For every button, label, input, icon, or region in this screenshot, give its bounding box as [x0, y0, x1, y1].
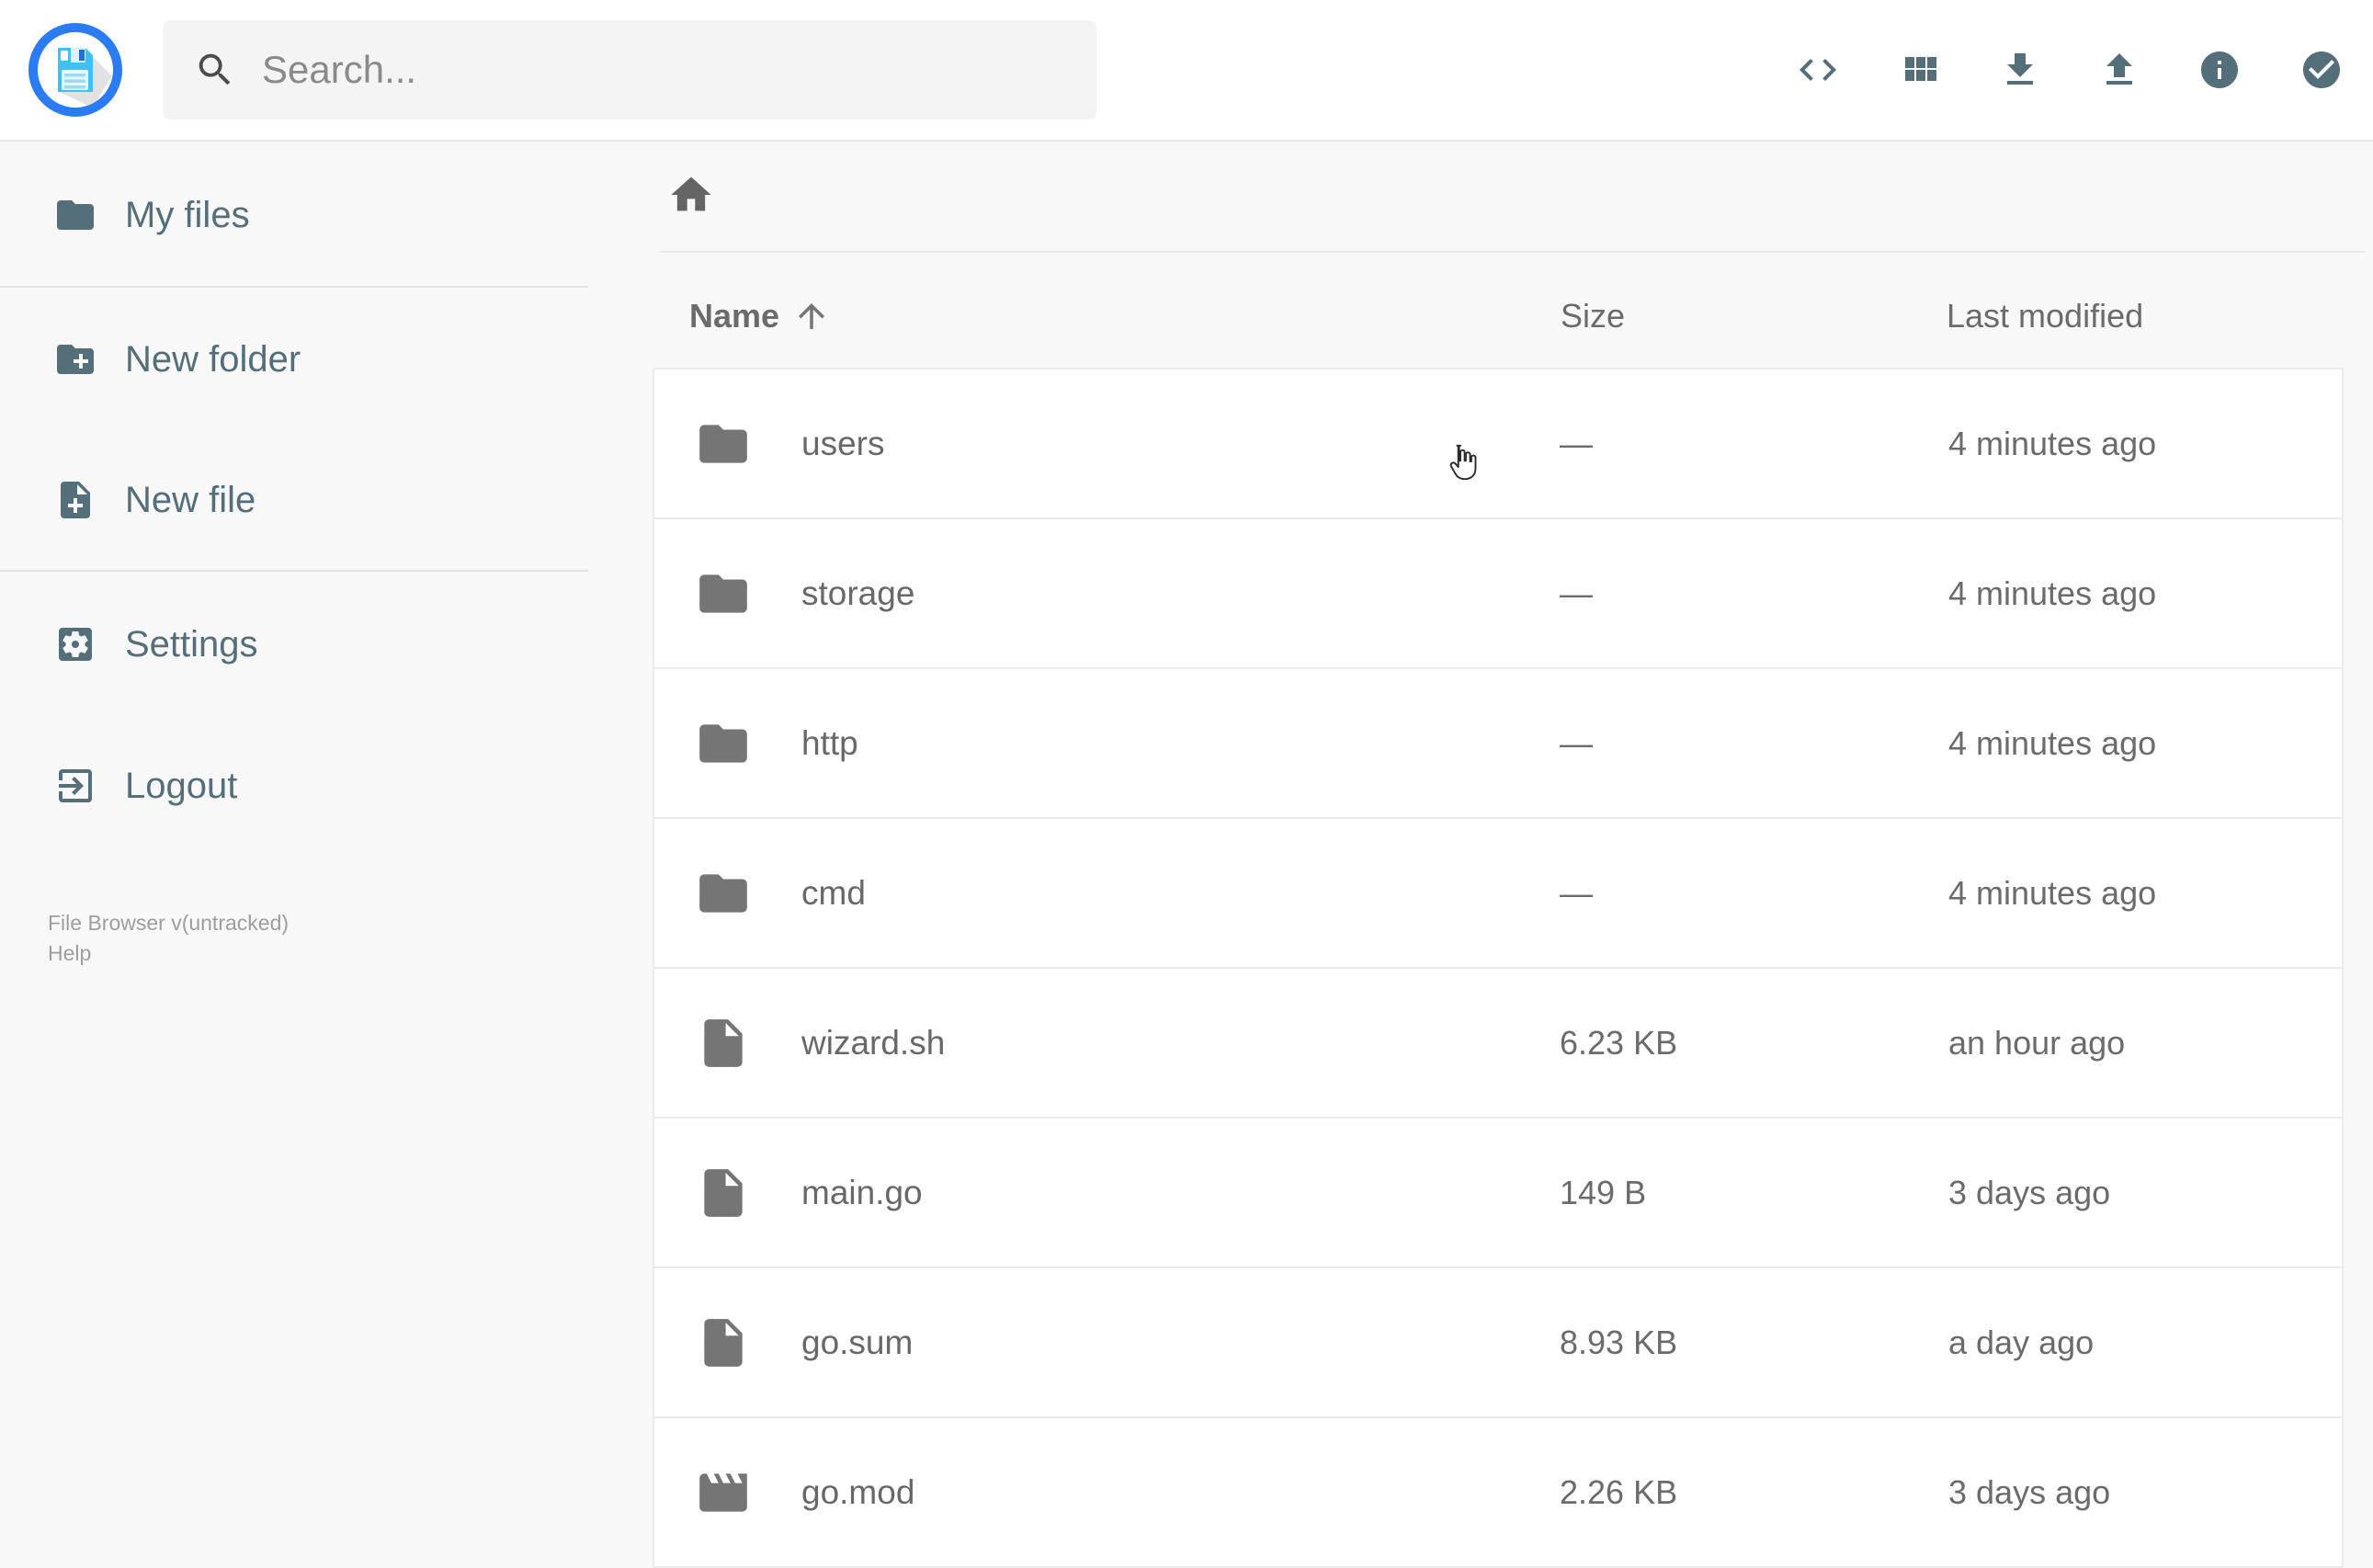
- file-name: go.mod: [801, 1472, 915, 1511]
- file-size: 6.23 KB: [1560, 1023, 1678, 1062]
- sidebar-footer: File Browser v(untracked) Help: [48, 908, 289, 969]
- download-button[interactable]: [1998, 48, 2042, 92]
- sidebar-item-settings[interactable]: Settings: [0, 600, 603, 688]
- file-size: 149 B: [1560, 1173, 1647, 1211]
- file-modified: 4 minutes ago: [1948, 723, 2157, 762]
- folder-icon: [695, 715, 752, 772]
- file-row-go-mod[interactable]: go.mod 2.26 KB 3 days ago: [653, 1418, 2344, 1568]
- code-view-button[interactable]: [1796, 48, 1840, 92]
- file-name: users: [801, 424, 885, 462]
- version-link[interactable]: File Browser v(untracked): [48, 911, 290, 935]
- sidebar-item-new-folder[interactable]: New folder: [0, 315, 603, 403]
- select-multiple-button[interactable]: [2299, 48, 2344, 92]
- sidebar-item-label: Logout: [125, 765, 238, 806]
- filebrowser-logo-icon[interactable]: [28, 22, 123, 118]
- sidebar-item-label: Settings: [125, 623, 258, 665]
- sidebar-item-label: New folder: [125, 338, 301, 380]
- sidebar-item-new-file[interactable]: New file: [0, 456, 603, 544]
- column-header-size[interactable]: Size: [1561, 297, 1626, 335]
- file-row-main-go[interactable]: main.go 149 B 3 days ago: [653, 1119, 2344, 1268]
- file-size: 2.26 KB: [1560, 1472, 1678, 1511]
- file-row-wizard-sh[interactable]: wizard.sh 6.23 KB an hour ago: [653, 969, 2344, 1119]
- search-input[interactable]: [260, 47, 1036, 93]
- movie-icon: [695, 1464, 752, 1521]
- check-circle-icon: [2303, 51, 2340, 88]
- new-file-icon: [61, 482, 90, 518]
- file-name: cmd: [801, 873, 866, 912]
- file-modified: 4 minutes ago: [1948, 873, 2157, 912]
- folder-icon: [695, 565, 752, 622]
- file-name: wizard.sh: [801, 1023, 946, 1062]
- file-size: —: [1560, 873, 1593, 912]
- file-icon: [695, 1015, 752, 1072]
- column-header-name[interactable]: Name: [689, 296, 831, 336]
- top-header-bar: [0, 0, 2373, 142]
- file-row-http[interactable]: http — 4 minutes ago: [653, 669, 2344, 819]
- sidebar-divider: [0, 286, 588, 288]
- file-icon: [695, 1314, 752, 1371]
- file-modified: 4 minutes ago: [1948, 574, 2157, 612]
- file-size: —: [1560, 723, 1593, 762]
- grid-view-button[interactable]: [1898, 48, 1942, 92]
- file-size: 8.93 KB: [1560, 1323, 1678, 1361]
- file-row-go-sum[interactable]: go.sum 8.93 KB a day ago: [653, 1268, 2344, 1418]
- file-name: http: [801, 723, 858, 762]
- file-row-cmd[interactable]: cmd — 4 minutes ago: [653, 819, 2344, 969]
- file-modified: 3 days ago: [1948, 1173, 2111, 1211]
- download-icon: [2007, 53, 2033, 85]
- folder-icon: [57, 200, 94, 230]
- file-name: storage: [801, 574, 915, 612]
- file-modified: 3 days ago: [1948, 1472, 2111, 1511]
- sidebar-item-label: New file: [125, 479, 256, 520]
- breadcrumb-home-button[interactable]: [667, 171, 715, 219]
- file-size: —: [1560, 424, 1593, 462]
- file-icon: [695, 1165, 752, 1221]
- column-header-modified[interactable]: Last modified: [1947, 297, 2144, 335]
- file-size: —: [1560, 574, 1593, 612]
- file-modified: a day ago: [1948, 1323, 2095, 1361]
- info-icon: [2201, 51, 2238, 88]
- create-new-folder-icon: [57, 345, 94, 374]
- info-button[interactable]: [2197, 48, 2242, 92]
- column-header-name-label: Name: [689, 297, 780, 335]
- folder-icon: [695, 415, 752, 472]
- logout-icon: [59, 769, 92, 802]
- file-listing: users — 4 minutes ago storage — 4 minute…: [653, 368, 2344, 1568]
- upload-icon: [2106, 53, 2132, 85]
- file-row-storage[interactable]: storage — 4 minutes ago: [653, 519, 2344, 669]
- file-modified: 4 minutes ago: [1948, 424, 2157, 462]
- sidebar-item-my-files[interactable]: My files: [0, 171, 603, 259]
- sidebar-item-logout[interactable]: Logout: [0, 742, 603, 830]
- settings-icon: [59, 628, 92, 661]
- file-name: main.go: [801, 1173, 923, 1211]
- folder-icon: [695, 865, 752, 922]
- sidebar-item-label: My files: [125, 194, 250, 235]
- upload-button[interactable]: [2097, 48, 2141, 92]
- file-modified: an hour ago: [1948, 1023, 2126, 1062]
- code-icon: [1800, 59, 1836, 81]
- grid-view-icon: [1905, 57, 1936, 81]
- file-name: go.sum: [801, 1323, 914, 1361]
- help-link[interactable]: Help: [48, 941, 92, 965]
- file-row-users[interactable]: users — 4 minutes ago: [653, 368, 2344, 519]
- sort-ascending-icon: [799, 303, 825, 329]
- search-bar[interactable]: [163, 20, 1096, 119]
- search-icon: [199, 53, 231, 85]
- breadcrumb-divider: [660, 251, 2365, 253]
- sidebar-divider: [0, 570, 588, 572]
- home-icon: [671, 176, 711, 211]
